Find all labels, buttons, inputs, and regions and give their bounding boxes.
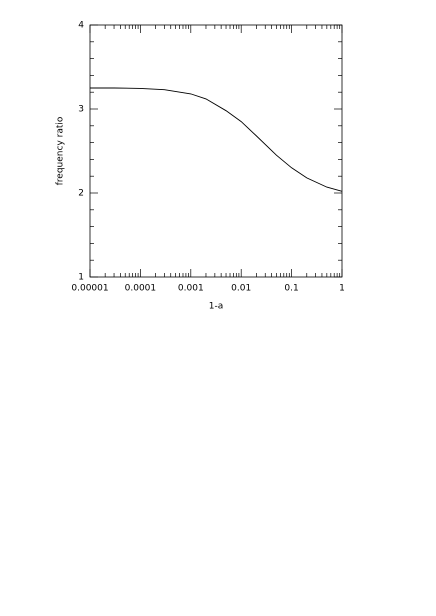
x-tick-label: 0.00001	[71, 284, 108, 294]
x-tick-label: 0.001	[178, 284, 204, 294]
x-tick-label: 1	[339, 284, 345, 294]
y-tick-label: 3	[78, 105, 84, 115]
x-axis-label: 1-a	[209, 302, 224, 312]
y-tick-label: 1	[78, 273, 84, 283]
data-line	[90, 87, 343, 192]
y-tick-label: 2	[78, 189, 84, 199]
y-axis-label: frequency ratio	[56, 116, 66, 185]
x-tick-label: 0.0001	[125, 284, 157, 294]
x-tick-label: 0.1	[284, 284, 298, 294]
plot-frame	[89, 24, 343, 278]
y-tick-label: 4	[78, 21, 84, 31]
x-tick-label: 0.01	[231, 284, 251, 294]
